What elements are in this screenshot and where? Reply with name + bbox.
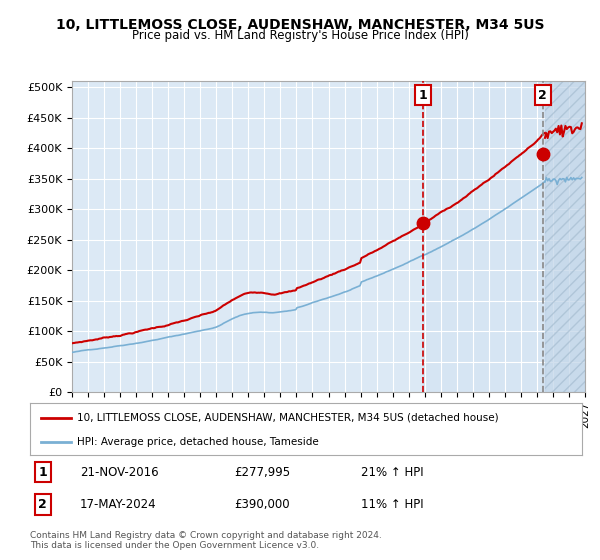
Text: 1: 1 bbox=[38, 465, 47, 479]
Bar bbox=[423, 81, 545, 392]
Text: 21% ↑ HPI: 21% ↑ HPI bbox=[361, 465, 424, 479]
Text: £390,000: £390,000 bbox=[234, 498, 290, 511]
Text: 21-NOV-2016: 21-NOV-2016 bbox=[80, 465, 158, 479]
Text: Contains HM Land Registry data © Crown copyright and database right 2024.
This d: Contains HM Land Registry data © Crown c… bbox=[30, 531, 382, 550]
Text: 1: 1 bbox=[419, 88, 427, 102]
Text: 10, LITTLEMOSS CLOSE, AUDENSHAW, MANCHESTER, M34 5US: 10, LITTLEMOSS CLOSE, AUDENSHAW, MANCHES… bbox=[56, 18, 544, 32]
Text: Price paid vs. HM Land Registry's House Price Index (HPI): Price paid vs. HM Land Registry's House … bbox=[131, 29, 469, 42]
Text: 10, LITTLEMOSS CLOSE, AUDENSHAW, MANCHESTER, M34 5US (detached house): 10, LITTLEMOSS CLOSE, AUDENSHAW, MANCHES… bbox=[77, 413, 499, 423]
Text: 2: 2 bbox=[38, 498, 47, 511]
Bar bbox=[545, 81, 585, 392]
Text: HPI: Average price, detached house, Tameside: HPI: Average price, detached house, Tame… bbox=[77, 437, 319, 447]
Text: £277,995: £277,995 bbox=[234, 465, 290, 479]
Bar bbox=[545, 81, 585, 392]
Text: 17-MAY-2024: 17-MAY-2024 bbox=[80, 498, 157, 511]
Text: 11% ↑ HPI: 11% ↑ HPI bbox=[361, 498, 424, 511]
Text: 2: 2 bbox=[538, 88, 547, 102]
